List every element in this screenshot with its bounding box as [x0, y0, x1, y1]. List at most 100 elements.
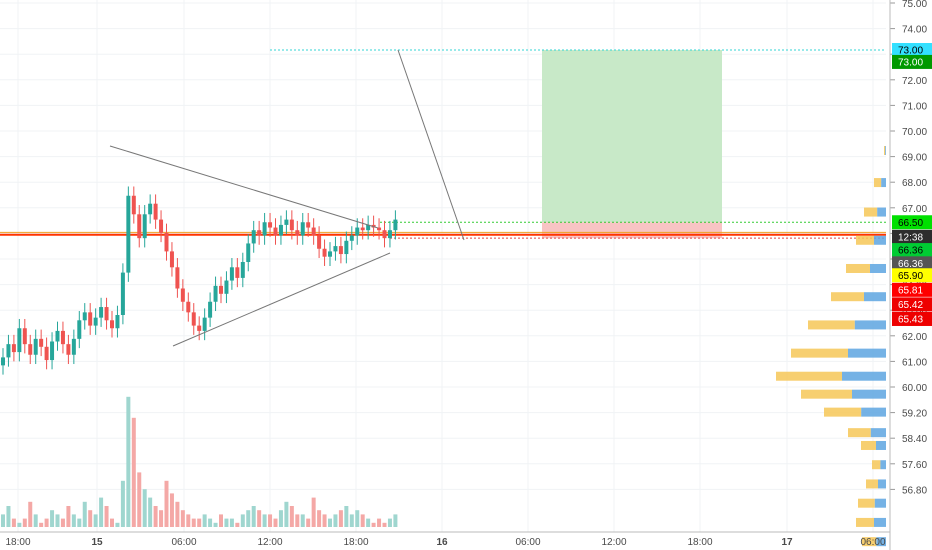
x-tick-label: 16	[436, 537, 448, 548]
triangle-lower-line	[172, 252, 391, 347]
volume-bar	[268, 514, 273, 527]
volume-bar	[349, 514, 354, 527]
volume-bar	[82, 501, 87, 527]
volume-bar	[344, 506, 349, 527]
volume-bar	[322, 514, 327, 527]
candle-body	[333, 246, 338, 252]
candle-body	[153, 203, 158, 220]
volume-bar	[17, 522, 22, 527]
candle-body	[44, 346, 49, 361]
profile-bar-right	[881, 178, 886, 188]
price-tag: 66.36	[892, 256, 932, 271]
candle-body	[393, 219, 398, 231]
volume-bar	[246, 510, 251, 527]
candle-body	[273, 227, 278, 236]
price-tag: 65.81	[892, 282, 932, 297]
candle-body	[387, 230, 392, 239]
price-tag: 66.36	[892, 243, 932, 258]
profile-bar-left	[846, 263, 870, 273]
volume-bar	[137, 472, 142, 527]
volume-bar	[377, 518, 382, 527]
volume-bar	[28, 501, 33, 527]
candle-body	[197, 325, 202, 331]
y-tick-label: 58.40	[902, 434, 927, 445]
candle-body	[306, 222, 311, 228]
candle-body	[137, 214, 142, 239]
candle-body	[175, 267, 180, 289]
y-tick-label: 61.00	[902, 357, 927, 368]
volume-bar	[371, 522, 376, 527]
x-tick-label: 18:00	[5, 537, 30, 548]
x-tick-label: 15	[91, 537, 103, 548]
volume-bar	[180, 510, 185, 527]
price-tag-bg	[892, 243, 932, 258]
grid	[0, 0, 886, 532]
candle-body	[126, 195, 131, 273]
profile-bar-left	[824, 407, 862, 417]
candle-body	[338, 246, 343, 255]
volume-bar	[262, 514, 267, 527]
volume-bar	[11, 518, 16, 527]
volume-bar	[39, 522, 44, 527]
price-tag: 65.90	[892, 268, 932, 283]
candle-body	[142, 214, 147, 239]
candle-body	[39, 338, 44, 347]
candle-body	[202, 317, 207, 331]
candle-body	[240, 262, 245, 278]
profile-bar-right	[842, 371, 886, 381]
volume-bar	[159, 510, 164, 527]
candle-body	[229, 267, 234, 281]
triangle-pattern-drawing	[109, 49, 465, 347]
time-axis[interactable]: 18:00 15 06:00 12:00 18:00 16 06:00 12:00 18:00 1…	[0, 531, 890, 548]
x-tick-label: 18:00	[687, 537, 712, 548]
candle-body	[257, 230, 262, 236]
volume-bar	[1, 514, 5, 527]
candle-body	[28, 344, 33, 355]
profile-bar-right	[874, 235, 886, 245]
price-tag: 66.50	[892, 215, 932, 230]
volume-bar	[66, 506, 71, 527]
candle-body	[164, 232, 169, 252]
volume-bar	[382, 522, 387, 527]
profile-bar-right	[880, 460, 886, 470]
candle-body	[120, 272, 125, 315]
candle-body	[377, 227, 382, 231]
candle-body	[1, 357, 5, 366]
price-tag-bg	[892, 282, 932, 297]
candle-body	[349, 235, 354, 241]
volume-bar	[169, 493, 174, 527]
candle-body	[104, 307, 109, 321]
candle-body	[278, 224, 283, 236]
volume-bar	[44, 518, 49, 527]
y-tick-label: 57.60	[902, 460, 927, 471]
price-tag-label: 66.36	[898, 259, 923, 270]
volume-bar	[240, 514, 245, 527]
profile-bar-left	[884, 146, 886, 155]
y-tick-label: 60.00	[902, 383, 927, 394]
profile-bar-left	[776, 371, 842, 381]
y-tick-label: 63.00	[902, 306, 927, 317]
volume-bar	[366, 518, 371, 527]
volume-bar	[355, 510, 360, 527]
volume-bar	[202, 514, 207, 527]
x-tick-label: 12:00	[601, 537, 626, 548]
candle-body	[17, 328, 22, 353]
volume-bar	[197, 518, 202, 527]
profile-bar-right	[854, 320, 886, 330]
profile-bar-right	[878, 479, 886, 489]
volume-bar	[153, 506, 158, 527]
price-tag-bg	[892, 215, 932, 230]
price-tag-label: 65.81	[898, 285, 923, 296]
candle-body	[328, 251, 332, 257]
candle-body	[6, 344, 11, 358]
profile-bar-left	[861, 440, 876, 450]
candle-body	[208, 301, 213, 318]
candle-body	[180, 288, 185, 302]
y-tick-label: 56.80	[902, 485, 927, 496]
price-tag-label: 66.50	[898, 218, 923, 229]
candle-body	[382, 230, 387, 239]
candle-body	[219, 285, 223, 294]
price-tag: 73.00	[892, 54, 932, 69]
price-tag-bg	[892, 268, 932, 283]
